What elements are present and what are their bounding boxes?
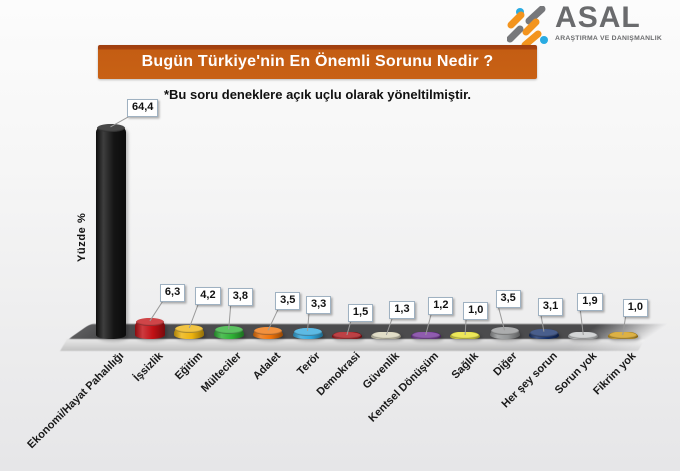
- bar-3-e-itim: [174, 324, 205, 339]
- bar-14-fikrim-yok: [607, 332, 638, 339]
- chart-title: Bugün Türkiye'nin En Önemli Sorunu Nedir…: [141, 53, 494, 70]
- value-callout: 3,5: [275, 292, 301, 311]
- chart-title-banner: Bugün Türkiye'nin En Önemli Sorunu Nedir…: [98, 45, 537, 79]
- x-axis-label: Eğitim: [172, 350, 205, 383]
- bar-13-sorun-yok: [568, 332, 599, 339]
- asal-logo: ASAL ARAŞTIRMA VE DANIŞMANLIK: [507, 1, 662, 48]
- value-callout: 3,3: [306, 295, 332, 314]
- value-callout: 4,2: [195, 286, 221, 305]
- bar-8-g-venlik: [371, 332, 402, 339]
- bar-5-adalet: [253, 327, 284, 339]
- value-callout: 3,5: [495, 290, 521, 309]
- bar-10-sa-l-k: [450, 332, 481, 339]
- chart-floor-front: [60, 339, 646, 351]
- bar-2-i-sizlik: [134, 317, 165, 339]
- value-callout: 1,0: [622, 299, 648, 317]
- value-callout: 3,8: [227, 288, 253, 307]
- x-axis-label: Diğer: [491, 350, 520, 379]
- value-callout: 64,4: [127, 98, 159, 117]
- value-callout: 6,3: [159, 283, 186, 302]
- x-axis-label: Ekonomi/Hayat Pahalılığı: [24, 350, 126, 451]
- x-axis-label: Kentsel Dönüşüm: [366, 350, 442, 425]
- asal-logo-text: ASAL ARAŞTIRMA VE DANIŞMANLIK: [555, 1, 662, 42]
- x-axis-label: Terör: [295, 350, 323, 378]
- x-axis-label: Adalet: [251, 350, 284, 383]
- logo-name: ASAL: [555, 1, 641, 34]
- value-callout: 1,5: [347, 304, 374, 322]
- chart-subtitle-note: *Bu soru deneklere açık uçlu olarak yöne…: [163, 87, 472, 102]
- x-axis-label: İşsizlik: [131, 350, 166, 384]
- value-callout: 1,2: [428, 297, 454, 315]
- value-callout: 1,3: [389, 301, 415, 319]
- bar-4-m-lteciler: [213, 326, 244, 339]
- asal-logo-icon: [507, 6, 549, 48]
- logo-tagline: ARAŞTIRMA VE DANIŞMANLIK: [555, 34, 662, 42]
- x-axis-label: Mülteciler: [199, 350, 245, 395]
- bar-1-ekonomi-hayat-pahal-l-: [95, 123, 126, 339]
- bar-12-her-ey-sorun: [528, 328, 559, 339]
- bar-7-demokrasi: [331, 332, 362, 339]
- bar-6-ter-r: [292, 327, 323, 339]
- value-callout: 1,9: [577, 293, 603, 311]
- value-callout: 1,0: [463, 302, 489, 320]
- bar-11-di-er: [489, 327, 520, 339]
- bar-9-kentsel-d-n-m: [410, 332, 441, 339]
- y-axis-title: Yüzde %: [76, 212, 88, 262]
- x-axis-label: Sağlık: [449, 350, 481, 382]
- value-callout: 3,1: [537, 297, 564, 316]
